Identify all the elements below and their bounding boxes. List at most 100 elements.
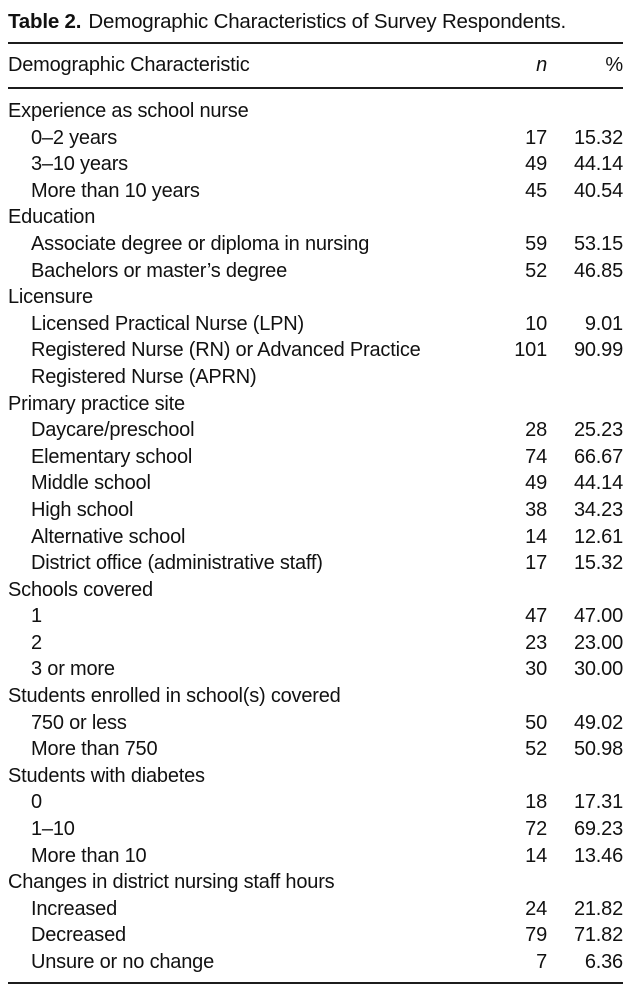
row-percent-value: 17.31: [573, 791, 623, 814]
section-header-row: Primary practice site: [8, 391, 623, 418]
section-percent-cell-empty: [547, 869, 623, 896]
row-label: Elementary school: [31, 445, 193, 468]
row-percent-value: 30.00: [573, 658, 623, 681]
table-caption: Demographic Characteristics of Survey Re…: [88, 10, 567, 33]
column-header-n: n: [536, 54, 547, 76]
row-label: 0: [31, 791, 42, 814]
table-row: Increased 24 21.82: [8, 896, 623, 923]
row-label: Bachelors or master’s degree: [31, 259, 288, 282]
section-n-cell-empty: [495, 577, 547, 604]
row-percent-value: 13.46: [573, 844, 623, 867]
table-row: 0–2 years 17 15.32: [8, 125, 623, 152]
row-n-value: 14: [525, 844, 547, 867]
section-header-label: Experience as school nurse: [8, 100, 249, 122]
row-n-value: 23: [525, 631, 547, 654]
row-percent-value: 9.01: [584, 312, 623, 335]
section-header-label: Primary practice site: [8, 392, 185, 415]
section-n-cell-empty: [495, 391, 547, 418]
table-row: More than 750 52 50.98: [8, 736, 623, 763]
table-row: 3–10 years 49 44.14: [8, 151, 623, 178]
table-row: More than 10 14 13.46: [8, 843, 623, 870]
row-percent-value: 23.00: [573, 631, 623, 654]
section-header-row: Students enrolled in school(s) covered: [8, 683, 623, 710]
section-header-label: Changes in district nursing staff hours: [8, 871, 335, 894]
row-label: Alternative school: [31, 525, 186, 548]
table-row: 1–10 72 69.23: [8, 816, 623, 843]
row-n-value: 74: [525, 445, 547, 468]
row-label: Associate degree or diploma in nursing: [31, 232, 370, 255]
row-percent-value: 53.15: [573, 232, 623, 255]
section-percent-cell-empty: [547, 763, 623, 790]
row-n-value: 79: [525, 924, 547, 947]
row-percent-value: 71.82: [573, 924, 623, 947]
row-percent-value: 12.61: [573, 525, 623, 548]
section-header-row: Schools covered: [8, 577, 623, 604]
row-label: 0–2 years: [31, 126, 118, 149]
row-percent-value: 15.32: [573, 552, 623, 575]
section-percent-cell-empty: [547, 88, 623, 125]
row-n-value: 38: [525, 498, 547, 521]
section-n-cell-empty: [495, 763, 547, 790]
row-label: Increased: [31, 897, 118, 920]
table-row: 0 18 17.31: [8, 789, 623, 816]
table-row: Elementary school 74 66.67: [8, 444, 623, 471]
row-n-value: 59: [525, 232, 547, 255]
table-body: Experience as school nurse 0–2 years 17 15.…: [8, 88, 623, 983]
table-row: Alternative school 14 12.61: [8, 524, 623, 551]
section-n-cell-empty: [495, 204, 547, 231]
table-row: Unsure or no change 7 6.36: [8, 949, 623, 983]
section-header-row: Students with diabetes: [8, 763, 623, 790]
section-header-label: Students enrolled in school(s) covered: [8, 685, 341, 708]
section-header-label: Students with diabetes: [8, 764, 205, 787]
row-percent-value: 25.23: [573, 419, 623, 442]
row-n-value: 52: [525, 738, 547, 761]
section-n-cell-empty: [495, 284, 547, 311]
row-percent-value: 46.85: [573, 259, 623, 282]
row-percent-value: 40.54: [573, 179, 623, 202]
column-header-characteristic: Demographic Characteristic: [8, 54, 250, 76]
row-n-value: 50: [525, 711, 547, 734]
row-n-value: 72: [525, 818, 547, 841]
section-percent-cell-empty: [547, 577, 623, 604]
table-row: 1 47 47.00: [8, 603, 623, 630]
section-header-label: Licensure: [8, 286, 93, 309]
table-row: 3 or more 30 30.00: [8, 656, 623, 683]
row-percent-value: 34.23: [573, 498, 623, 521]
section-header-row: Changes in district nursing staff hours: [8, 869, 623, 896]
section-header-row: Licensure: [8, 284, 623, 311]
table-row: Daycare/preschool 28 25.23: [8, 417, 623, 444]
row-n-value: 17: [525, 552, 547, 575]
row-n-value: 49: [525, 153, 547, 176]
table-row: Licensed Practical Nurse (LPN) 10 9.01: [8, 311, 623, 338]
row-percent-value: 44.14: [573, 472, 623, 495]
row-percent-value: 44.14: [573, 153, 623, 176]
row-n-value: 101: [514, 339, 547, 362]
row-label: Decreased: [31, 924, 126, 947]
row-n-value: 10: [525, 312, 547, 335]
table-row: Middle school 49 44.14: [8, 470, 623, 497]
row-label-line1: Registered Nurse (RN) or Advanced Practi…: [31, 339, 421, 362]
table-header: Demographic Characteristic n %: [8, 43, 623, 88]
section-percent-cell-empty: [547, 683, 623, 710]
row-percent-value: 69.23: [573, 818, 623, 841]
table-row: Associate degree or diploma in nursing 59…: [8, 231, 623, 258]
section-n-cell-empty: [495, 683, 547, 710]
row-n-value: 14: [525, 525, 547, 548]
row-label: 1–10: [31, 818, 75, 841]
row-label: 750 or less: [31, 711, 127, 734]
column-header-percent: %: [605, 54, 623, 76]
row-n-value: 49: [525, 472, 547, 495]
row-percent-value: 49.02: [573, 711, 623, 734]
table-row: High school 38 34.23: [8, 497, 623, 524]
section-header-label: Education: [8, 206, 96, 229]
row-n-value: 28: [525, 419, 547, 442]
section-n-cell-empty: [495, 88, 547, 125]
table-number: Table 2.: [8, 10, 82, 33]
table-row: Decreased 79 71.82: [8, 922, 623, 949]
row-label: 3 or more: [31, 658, 115, 681]
row-label: 3–10 years: [31, 153, 128, 176]
row-percent-value: 50.98: [573, 738, 623, 761]
row-percent-value: 90.99: [573, 339, 623, 362]
row-label: High school: [31, 498, 134, 521]
header-row: Demographic Characteristic n %: [8, 43, 623, 88]
